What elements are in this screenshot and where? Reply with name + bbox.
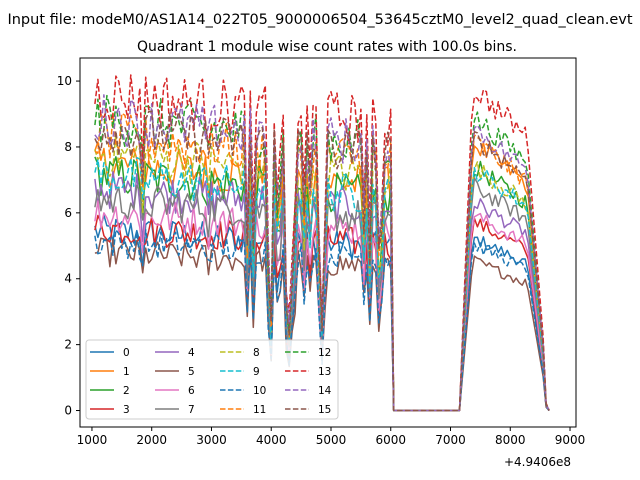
- x-tick-label: 8000: [495, 433, 526, 447]
- x-tick-label: 7000: [435, 433, 466, 447]
- legend-box: [85, 339, 339, 420]
- legend-label: 2: [123, 385, 130, 397]
- legend-label: 1: [123, 366, 130, 378]
- y-axis: 0 2 4 6 8 10: [57, 74, 80, 418]
- legend-label: 10: [253, 385, 266, 397]
- x-tick-label: 3000: [196, 433, 227, 447]
- legend-label: 14: [318, 385, 332, 397]
- legend-label: 0: [123, 347, 130, 359]
- y-tick-label: 6: [64, 206, 72, 220]
- x-tick-label: 1000: [77, 433, 108, 447]
- axes-frame: [79, 57, 577, 428]
- legend-label: 15: [318, 404, 331, 416]
- x-offset-label: +4.9406e8: [504, 455, 571, 469]
- series-line-11: [94, 112, 550, 412]
- x-tick-label: 2000: [136, 433, 167, 447]
- x-tick-label: 9000: [555, 433, 586, 447]
- y-tick-label: 4: [64, 272, 72, 286]
- legend-label: 4: [188, 347, 195, 359]
- series-layer: [94, 74, 550, 412]
- chart-title: Quadrant 1 module wise count rates with …: [137, 39, 517, 55]
- series-line-9: [94, 156, 550, 412]
- legend-label: 11: [253, 404, 266, 416]
- legend-label: 5: [188, 366, 195, 378]
- series-line-15: [94, 110, 550, 412]
- legend-label: 7: [188, 404, 195, 416]
- legend-label: 13: [318, 366, 331, 378]
- legend-label: 9: [253, 366, 260, 378]
- suptitle: Input file: modeM0/AS1A14_022T05_9000006…: [7, 12, 632, 28]
- legend-label: 3: [123, 404, 130, 416]
- y-tick-label: 10: [57, 74, 72, 88]
- x-tick-label: 4000: [256, 433, 287, 447]
- legend-label: 8: [253, 347, 260, 359]
- y-tick-label: 8: [64, 140, 72, 154]
- x-tick-label: 6000: [375, 433, 406, 447]
- x-tick-label: 5000: [316, 433, 347, 447]
- x-axis: 1000 2000 3000 4000 5000 6000 7000 8000 9000: [77, 427, 586, 447]
- y-tick-label: 2: [64, 338, 72, 352]
- legend-label: 12: [318, 347, 331, 359]
- y-tick-label: 0: [64, 404, 72, 418]
- legend-label: 6: [188, 385, 195, 397]
